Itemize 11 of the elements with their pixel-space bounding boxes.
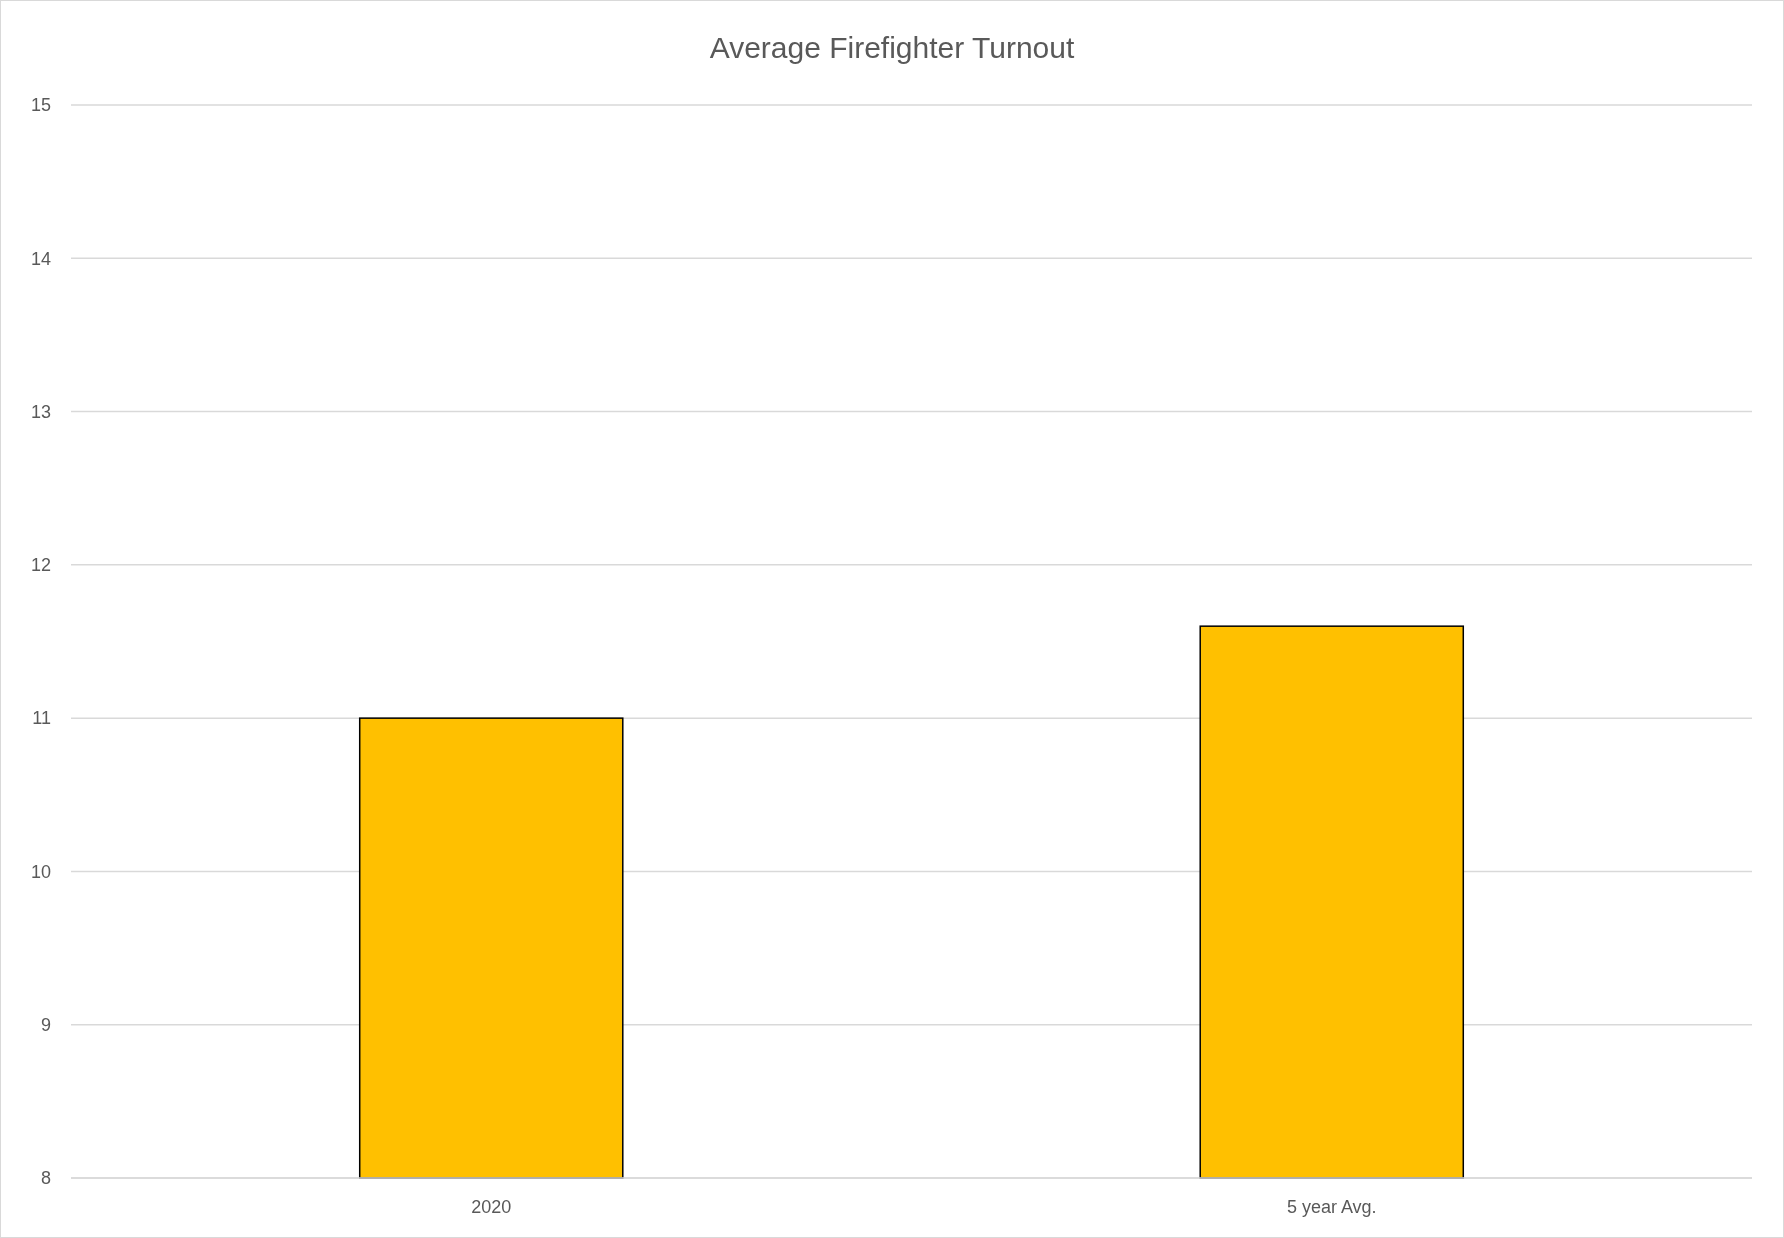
y-tick-label: 15 [30,95,51,116]
y-tick-label: 10 [30,861,51,882]
y-tick-label: 14 [30,248,51,269]
y-tick-label: 11 [32,708,51,729]
y-tick-label: 13 [30,401,51,422]
y-tick-label: 12 [30,555,51,576]
chart-title: Average Firefighter Turnout [709,31,1075,64]
x-tick-label: 5 year Avg. [1286,1197,1377,1217]
x-tick-label: 2020 [471,1197,512,1217]
y-tick-label: 9 [40,1015,51,1036]
y-tick-label: 8 [40,1168,51,1189]
